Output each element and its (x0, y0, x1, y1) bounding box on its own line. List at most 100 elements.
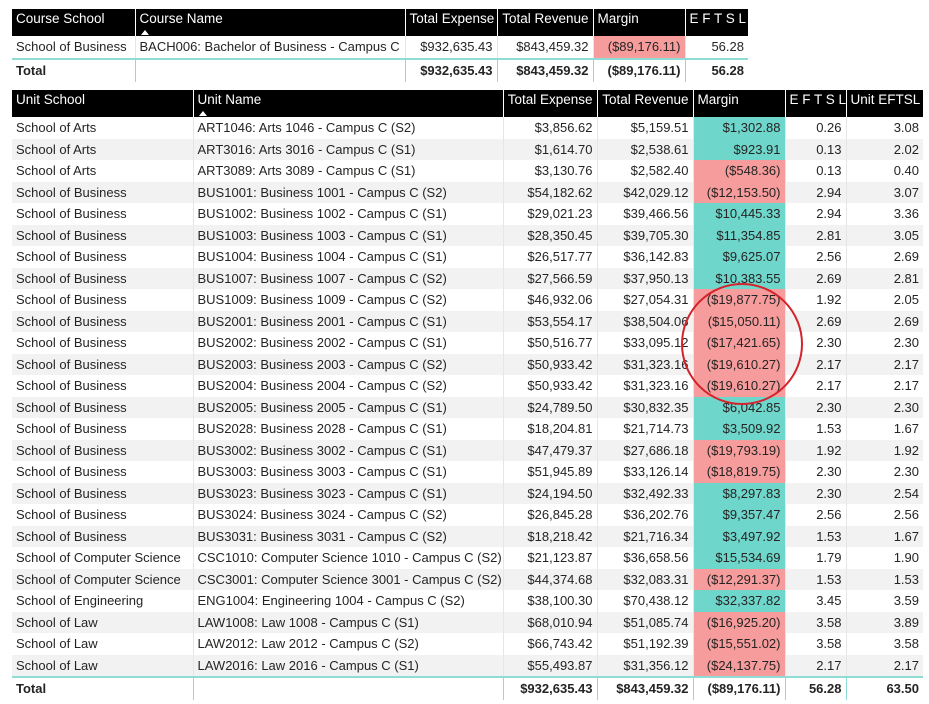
total-expense-cell: $54,182.62 (502, 181, 597, 203)
table-row[interactable]: School of Business BUS1009: Business 1009… (12, 289, 923, 311)
table-row[interactable]: School of Arts ART1046: Arts 1046 - Campu… (12, 117, 923, 139)
eftsl-cell: 56.28 (684, 36, 748, 59)
table-row[interactable]: School of Business BUS1001: Business 1001… (12, 181, 923, 203)
margin-total: ($89,176.11) (592, 58, 685, 82)
table-row[interactable]: School of Business BUS3003: Business 3003… (12, 461, 923, 483)
unit-school-cell: School of Business (12, 375, 193, 397)
unit-name-cell: BUS2003: Business 2003 - Campus C (S2) (192, 353, 503, 375)
unit-eftsl-cell: 3.58 (845, 633, 923, 655)
table-row[interactable]: School of Business BUS1002: Business 1002… (12, 203, 923, 225)
total-expense-cell: $50,516.77 (502, 332, 597, 354)
table-row[interactable]: School of Business BUS1004: Business 1004… (12, 246, 923, 268)
total-revenue-total: $843,459.32 (596, 676, 693, 700)
unit-school-cell: School of Engineering (12, 590, 193, 612)
total-expense-cell: $47,479.37 (502, 439, 597, 461)
table-row[interactable]: School of Law LAW2016: Law 2016 - Campus … (12, 654, 923, 677)
header-eftsl[interactable]: E F T S L (684, 9, 748, 36)
table-row[interactable]: School of Computer Science CSC3001: Compu… (12, 568, 923, 590)
course-school-cell: School of Business (16, 39, 127, 54)
eftsl-cell: 3.58 (784, 611, 846, 633)
unit-name-cell: BUS3031: Business 3031 - Campus C (S2) (192, 525, 503, 547)
table-row[interactable]: School of Law LAW2012: Law 2012 - Campus … (12, 633, 923, 655)
header-total-expense[interactable]: Total Expense (502, 90, 597, 117)
total-revenue-cell: $2,582.40 (596, 160, 693, 182)
unit-school-cell: School of Business (12, 482, 193, 504)
table-row[interactable]: School of Business BUS2004: Business 2004… (12, 375, 923, 397)
total-expense-total: $932,635.43 (502, 676, 597, 700)
margin-cell: $15,534.69 (692, 547, 785, 569)
course-summary-table: Course School Course Name Total Expense … (12, 9, 748, 82)
table-row[interactable]: School of Business BUS3002: Business 3002… (12, 439, 923, 461)
unit-school-cell: School of Business (12, 332, 193, 354)
margin-cell: ($24,137.75) (692, 654, 785, 677)
total-revenue-cell: $37,950.13 (596, 267, 693, 289)
table-row[interactable]: School of Computer Science CSC1010: Compu… (12, 547, 923, 569)
margin-cell: $8,297.83 (692, 482, 785, 504)
unit-school-cell: School of Business (12, 310, 193, 332)
header-course-school[interactable]: Course School (12, 9, 135, 36)
total-revenue-cell: $5,159.51 (596, 117, 693, 139)
eftsl-cell: 2.17 (784, 375, 846, 397)
header-eftsl[interactable]: E F T S L (784, 90, 846, 117)
total-expense-cell: $26,517.77 (502, 246, 597, 268)
total-blank-cell (192, 676, 503, 700)
eftsl-cell: 0.13 (784, 160, 846, 182)
eftsl-total: 56.28 (784, 676, 846, 700)
total-expense-cell: $38,100.30 (502, 590, 597, 612)
table-row[interactable]: School of Business BUS3023: Business 3023… (12, 482, 923, 504)
eftsl-cell: 1.92 (784, 289, 846, 311)
table-row[interactable]: School of Engineering ENG1004: Engineerin… (12, 590, 923, 612)
total-expense-cell: $3,856.62 (502, 117, 597, 139)
total-revenue-cell: $33,095.12 (596, 332, 693, 354)
margin-cell: ($15,551.02) (692, 633, 785, 655)
header-margin[interactable]: Margin (692, 90, 785, 117)
table-row[interactable]: School of Business BUS2002: Business 2002… (12, 332, 923, 354)
header-total-expense[interactable]: Total Expense (404, 9, 497, 36)
total-expense-cell: $24,789.50 (502, 396, 597, 418)
table-row[interactable]: School of Business BUS1007: Business 1007… (12, 267, 923, 289)
table-row[interactable]: School of Business BACH006: Bachelor of … (12, 36, 748, 59)
table-row[interactable]: School of Arts ART3016: Arts 3016 - Campu… (12, 138, 923, 160)
unit-eftsl-cell: 1.53 (845, 568, 923, 590)
header-course-name[interactable]: Course Name (134, 9, 405, 36)
header-margin[interactable]: Margin (592, 9, 685, 36)
header-unit-eftsl[interactable]: Unit EFTSL (845, 90, 923, 117)
unit-eftsl-total: 63.50 (845, 676, 923, 700)
table-row[interactable]: School of Business BUS2003: Business 2003… (12, 353, 923, 375)
header-unit-school[interactable]: Unit School (12, 90, 193, 117)
margin-cell: $9,357.47 (692, 504, 785, 526)
unit-school-cell: School of Law (12, 633, 193, 655)
header-unit-name[interactable]: Unit Name (192, 90, 503, 117)
total-revenue-cell: $21,716.34 (596, 525, 693, 547)
unit-eftsl-cell: 2.81 (845, 267, 923, 289)
total-blank-cell (134, 58, 405, 82)
table-row[interactable]: School of Business BUS3024: Business 3024… (12, 504, 923, 526)
unit-eftsl-cell: 1.67 (845, 525, 923, 547)
unit-school-cell: School of Business (12, 353, 193, 375)
unit-school-cell: School of Business (12, 504, 193, 526)
total-revenue-cell: $27,686.18 (596, 439, 693, 461)
table-row[interactable]: School of Arts ART3089: Arts 3089 - Campu… (12, 160, 923, 182)
total-expense-cell: $1,614.70 (502, 138, 597, 160)
total-revenue-cell: $39,466.56 (596, 203, 693, 225)
table-row[interactable]: School of Business BUS2001: Business 2001… (12, 310, 923, 332)
header-total-revenue[interactable]: Total Revenue (496, 9, 593, 36)
unit-eftsl-cell: 2.69 (845, 246, 923, 268)
table-row[interactable]: School of Business BUS2028: Business 2028… (12, 418, 923, 440)
unit-school-cell: School of Business (12, 267, 193, 289)
unit-eftsl-cell: 2.54 (845, 482, 923, 504)
unit-name-cell: BUS1001: Business 1001 - Campus C (S2) (192, 181, 503, 203)
eftsl-cell: 0.13 (784, 138, 846, 160)
header-total-revenue[interactable]: Total Revenue (596, 90, 693, 117)
table-row[interactable]: School of Business BUS1003: Business 1003… (12, 224, 923, 246)
table-row[interactable]: School of Business BUS2005: Business 2005… (12, 396, 923, 418)
unit-school-cell: School of Business (12, 289, 193, 311)
table-row[interactable]: School of Business BUS3031: Business 3031… (12, 525, 923, 547)
total-row: Total $932,635.43 $843,459.32 ($89,176.1… (12, 676, 923, 700)
table-row[interactable]: School of Law LAW1008: Law 1008 - Campus … (12, 611, 923, 633)
margin-cell: ($17,421.65) (692, 332, 785, 354)
eftsl-cell: 2.69 (784, 310, 846, 332)
unit-detail-table: Unit School Unit Name Total Expense Tota… (12, 90, 923, 700)
total-expense-cell: $53,554.17 (502, 310, 597, 332)
margin-cell: ($19,610.27) (692, 353, 785, 375)
